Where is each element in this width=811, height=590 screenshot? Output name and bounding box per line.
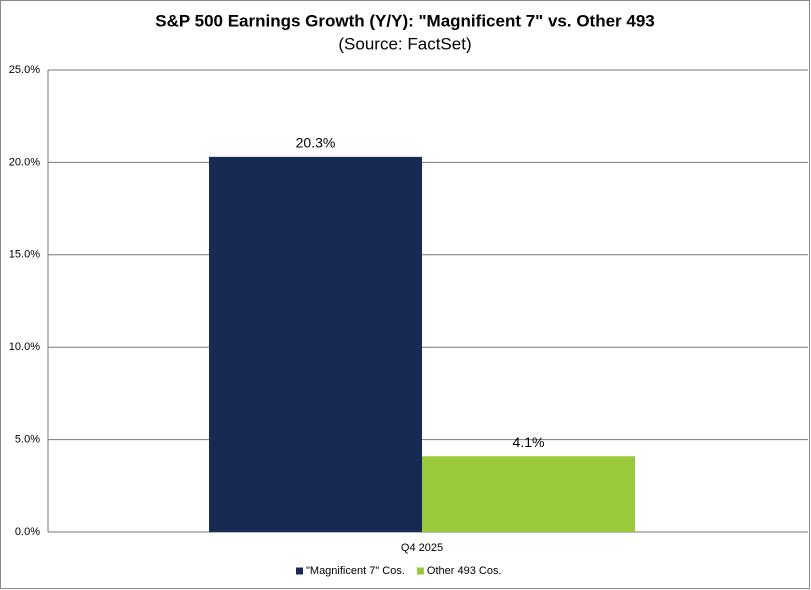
x-tick-label: Q4 2025 xyxy=(401,542,443,554)
y-tick-label: 25.0% xyxy=(9,64,40,76)
legend-swatch xyxy=(296,567,303,575)
y-tick-label: 15.0% xyxy=(9,249,40,261)
legend-label: Other 493 Cos. xyxy=(427,565,502,577)
value-label: 20.3% xyxy=(296,135,336,151)
chart-title: S&P 500 Earnings Growth (Y/Y): "Magnific… xyxy=(155,11,655,30)
bar xyxy=(422,456,635,532)
value-label: 4.1% xyxy=(513,434,545,450)
legend-label: "Magnificent 7" Cos. xyxy=(306,565,405,577)
bar xyxy=(209,156,422,532)
y-tick-label: 20.0% xyxy=(9,156,40,168)
y-tick-label: 5.0% xyxy=(15,434,40,446)
y-tick-label: 0.0% xyxy=(15,526,40,538)
legend-swatch xyxy=(416,567,424,575)
y-tick-label: 10.0% xyxy=(9,341,40,353)
chart-subtitle: (Source: FactSet) xyxy=(338,34,471,53)
